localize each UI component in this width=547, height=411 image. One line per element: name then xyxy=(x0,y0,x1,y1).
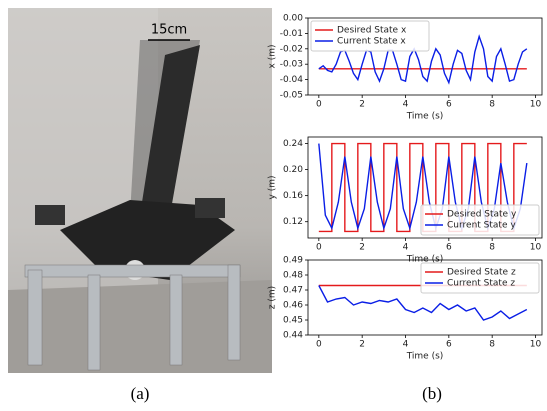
y-tick-label: -0.04 xyxy=(280,75,304,85)
x-tick-label: 0 xyxy=(316,243,322,253)
x-tick-label: 4 xyxy=(403,243,409,253)
y-tick-label: 0.00 xyxy=(283,14,303,24)
x-tick-label: 2 xyxy=(359,340,365,350)
page: {"photo": {"annotation": "15cm"}, "capti… xyxy=(0,0,547,407)
caption: (b) xyxy=(422,384,442,403)
y-axis-label: x (m) xyxy=(268,45,278,69)
y-tick-label: 0.44 xyxy=(283,331,303,341)
motor xyxy=(195,198,225,218)
x-tick-label: 6 xyxy=(446,100,452,110)
x-tick-label: 10 xyxy=(530,340,542,350)
x-tick-label: 8 xyxy=(489,243,495,253)
y-tick-label: 0.12 xyxy=(283,217,303,227)
x-tick-label: 4 xyxy=(403,100,409,110)
legend-label: Desired State y xyxy=(447,210,517,220)
x-tick-label: 10 xyxy=(530,100,542,110)
y-tick-label: -0.05 xyxy=(280,91,303,101)
y-tick-label: 0.46 xyxy=(283,301,303,311)
y-tick-label: 0.49 xyxy=(283,256,303,266)
x-axis-label: Time (s) xyxy=(406,112,444,122)
x-tick-label: 6 xyxy=(446,340,452,350)
x-tick-label: 0 xyxy=(316,100,322,110)
y-tick-label: -0.03 xyxy=(280,60,303,70)
x-tick-label: 10 xyxy=(530,243,542,253)
x-tick-label: 4 xyxy=(403,340,409,350)
y-tick-label: 0.16 xyxy=(283,191,303,201)
legend-label: Desired State x xyxy=(337,26,407,36)
photo-annotation: 15cm xyxy=(151,23,187,38)
y-axis-label: z (m) xyxy=(268,286,278,309)
motor xyxy=(35,205,65,225)
x-tick-label: 2 xyxy=(359,243,365,253)
x-tick-label: 8 xyxy=(489,340,495,350)
legend-label: Current State z xyxy=(447,279,515,289)
y-tick-label: 0.48 xyxy=(283,271,303,281)
y-tick-label: 0.45 xyxy=(283,316,303,326)
figure: 15cm (a) (b) 0 2 4 6 8 10 -0.05 -0.04 -0.03 -0.02… xyxy=(0,0,547,407)
x-axis-label: Time (s) xyxy=(406,352,444,362)
caption: (a) xyxy=(131,384,150,403)
legend-label: Current State y xyxy=(447,221,516,231)
photo: 15cm xyxy=(8,8,272,373)
y-tick-label: -0.02 xyxy=(280,44,303,54)
x-tick-label: 0 xyxy=(316,340,322,350)
x-tick-label: 8 xyxy=(489,100,495,110)
legend-label: Desired State z xyxy=(447,268,516,278)
y-tick-label: 0.20 xyxy=(283,165,303,175)
y-tick-label: -0.01 xyxy=(280,29,303,39)
y-tick-label: 0.47 xyxy=(283,286,303,296)
y-tick-label: 0.24 xyxy=(283,139,303,149)
x-tick-label: 6 xyxy=(446,243,452,253)
x-tick-label: 2 xyxy=(359,100,365,110)
legend-label: Current State x xyxy=(337,37,406,47)
y-axis-label: y (m) xyxy=(268,176,278,200)
